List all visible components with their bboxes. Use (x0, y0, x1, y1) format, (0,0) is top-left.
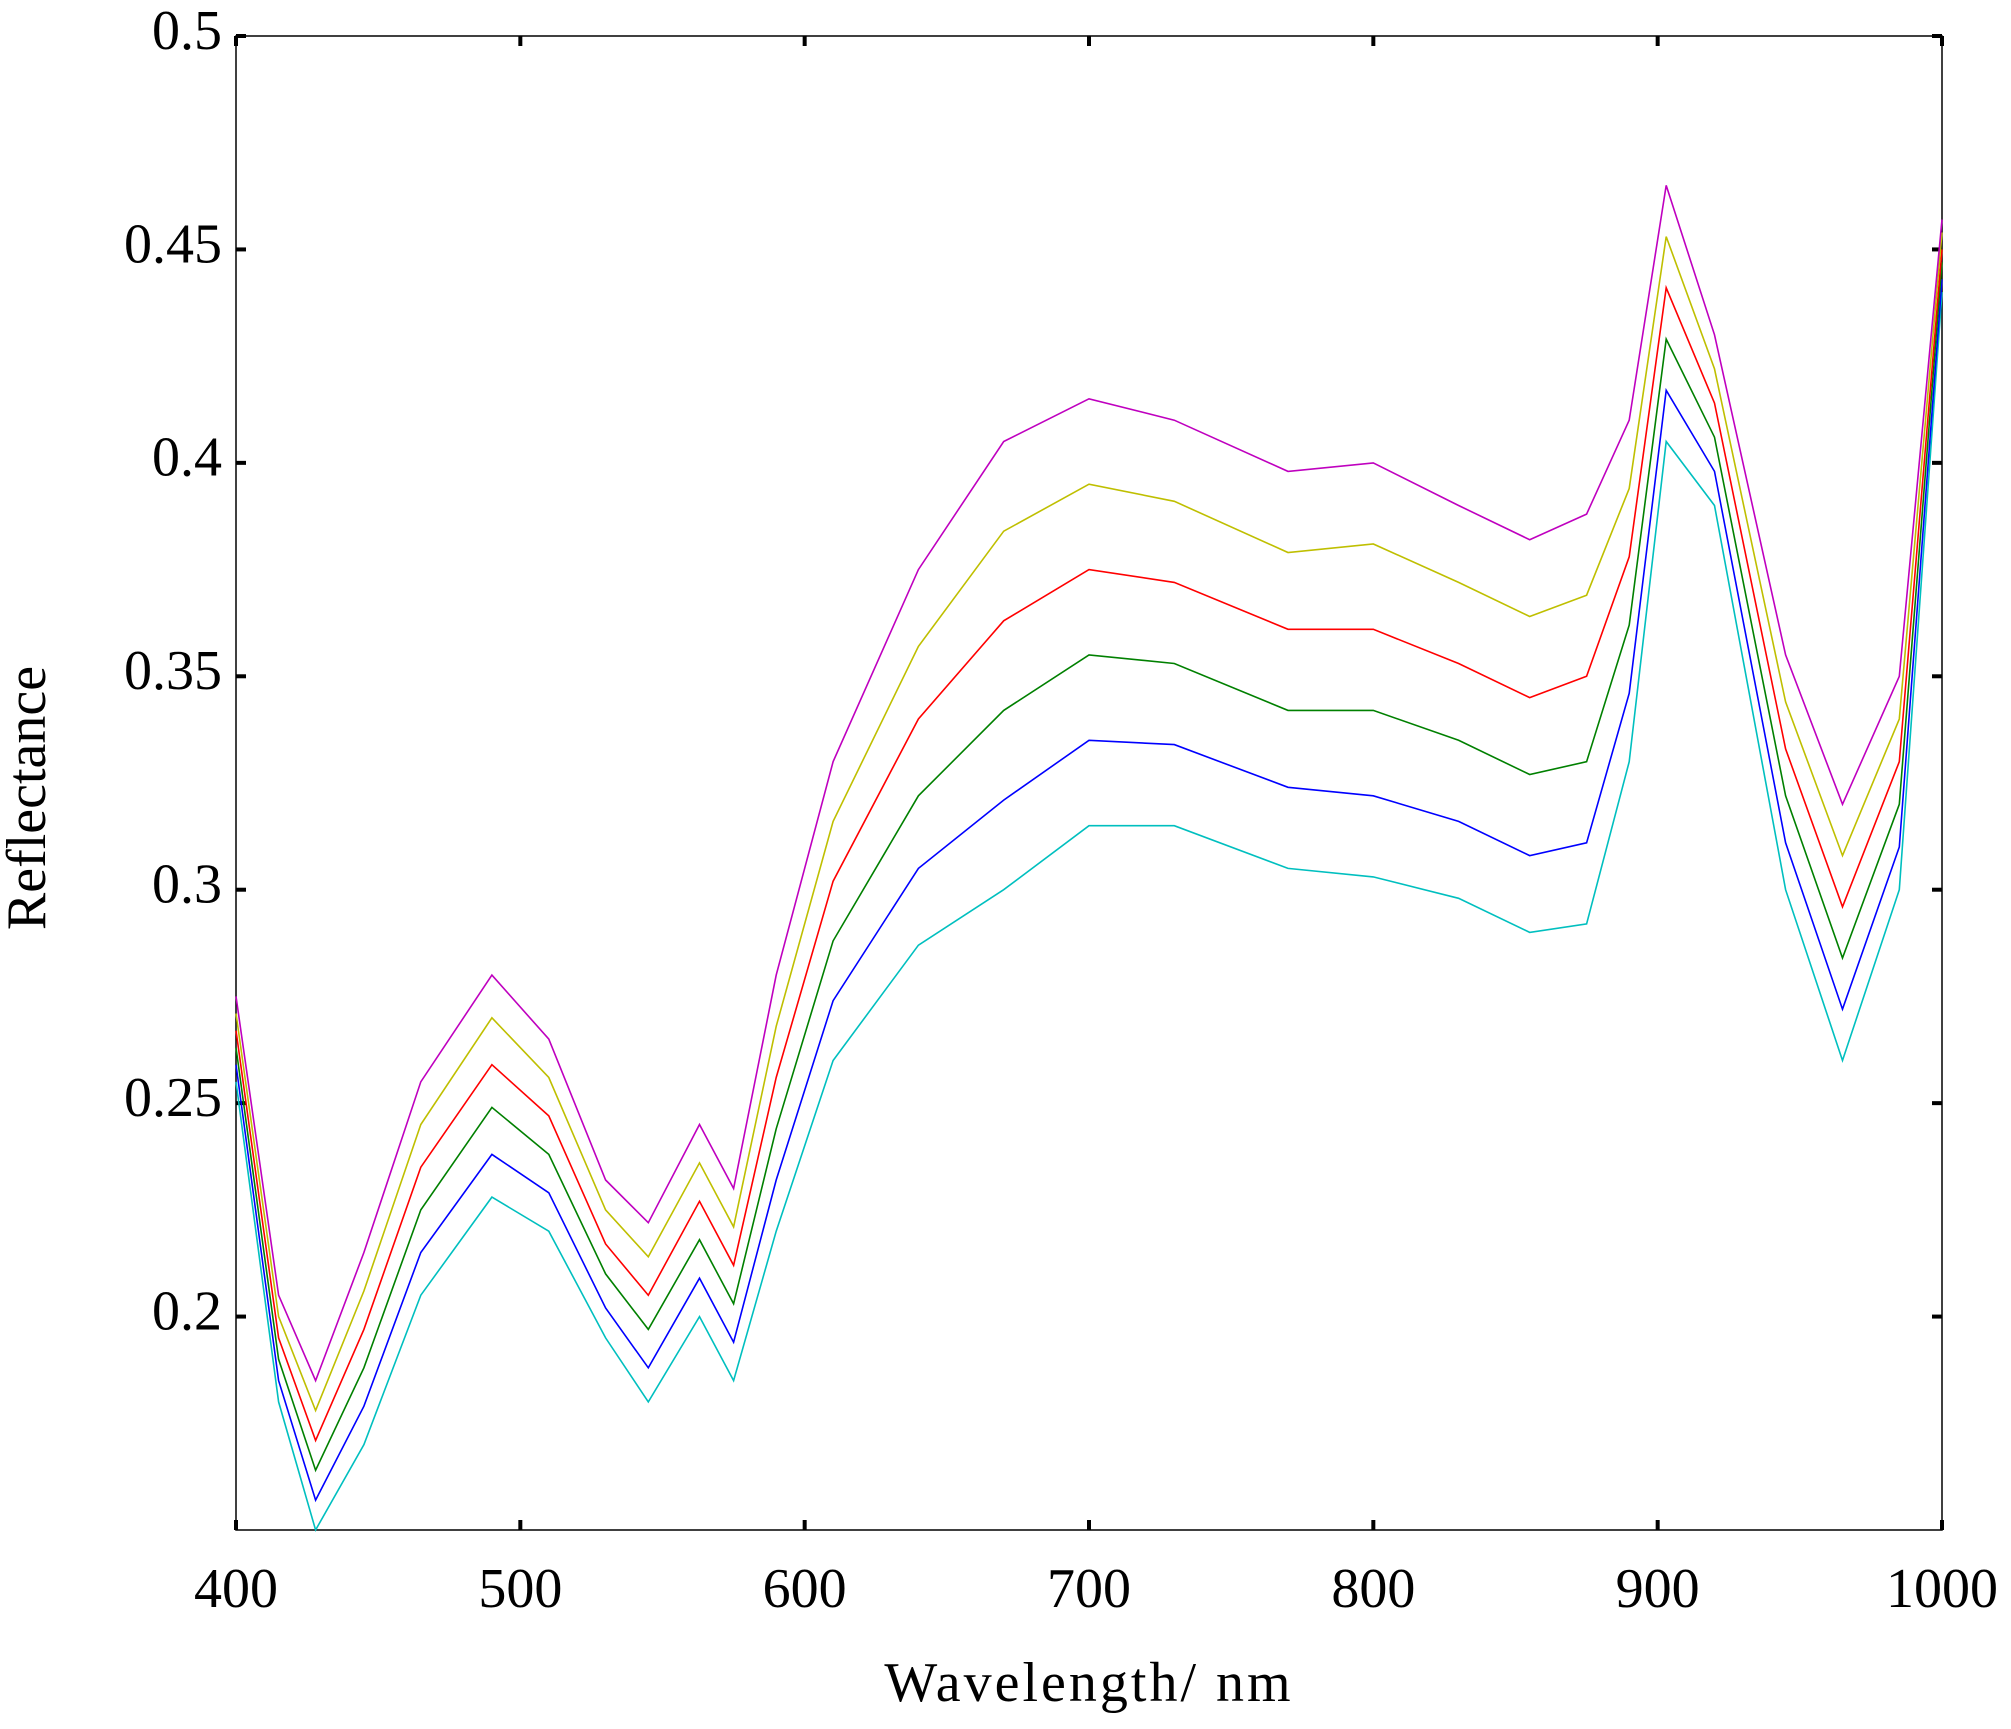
x-tick-label: 1000 (1886, 1558, 1998, 1620)
x-tick-label: 800 (1331, 1558, 1415, 1620)
x-tick-label: 500 (478, 1558, 562, 1620)
spectrum-line (235, 232, 1943, 1413)
y-tick-label: 0.3 (152, 854, 222, 916)
y-tick-label: 0.2 (152, 1280, 222, 1342)
y-axis-label: Reflectance (0, 666, 58, 930)
y-tick-label: 0.45 (124, 213, 222, 275)
x-tick-label: 600 (763, 1558, 847, 1620)
x-axis-label: Wavelength/ nm (884, 1652, 1293, 1714)
x-tick-label: 400 (194, 1558, 278, 1620)
spectrum-line (235, 262, 1943, 1473)
spectrum-line (235, 292, 1943, 1533)
x-tick-label: 900 (1616, 1558, 1700, 1620)
spectrum-line (235, 249, 1943, 1443)
spectrum-line (235, 279, 1943, 1503)
y-tick-label: 0.4 (152, 427, 222, 489)
x-tick-label: 700 (1047, 1558, 1131, 1620)
spectrum-line (235, 185, 1943, 1383)
y-tick-label: 0.35 (124, 640, 222, 702)
y-tick-label: 0.25 (124, 1067, 222, 1129)
y-tick-label: 0.5 (152, 0, 222, 62)
plot-frame (235, 35, 1943, 1531)
